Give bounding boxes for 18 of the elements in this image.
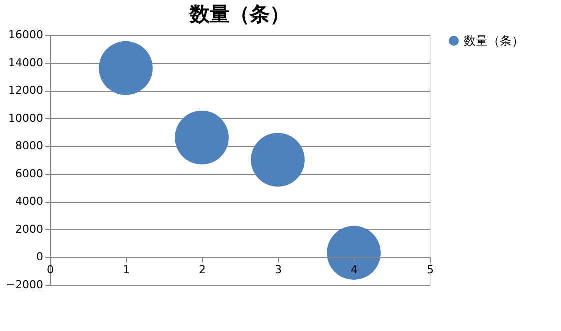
x-tick-label: 5 <box>427 264 434 277</box>
x-tick-label: 0 <box>47 264 54 277</box>
y-tick-label: 14000 <box>8 56 44 70</box>
chart-title: 数量（条） <box>189 2 290 26</box>
y-tick-label: 10000 <box>8 112 44 125</box>
legend-label: 数量（条） <box>464 34 524 48</box>
y-tick-label: 12000 <box>8 84 44 98</box>
x-tick-label: 4 <box>351 264 358 277</box>
x-tick-label: 3 <box>275 264 282 277</box>
y-tick-label: 4000 <box>16 195 44 208</box>
y-tick-label: 16000 <box>8 28 44 42</box>
y-tick-label: 2000 <box>16 222 44 236</box>
y-tick-label: 8000 <box>16 140 44 153</box>
y-tick-label: 0 <box>36 250 44 264</box>
y-tick-label: 6000 <box>16 167 44 180</box>
x-tick-label: 2 <box>199 264 206 277</box>
y-tick-label: −2000 <box>6 278 44 292</box>
x-tick-label: 1 <box>123 264 130 277</box>
